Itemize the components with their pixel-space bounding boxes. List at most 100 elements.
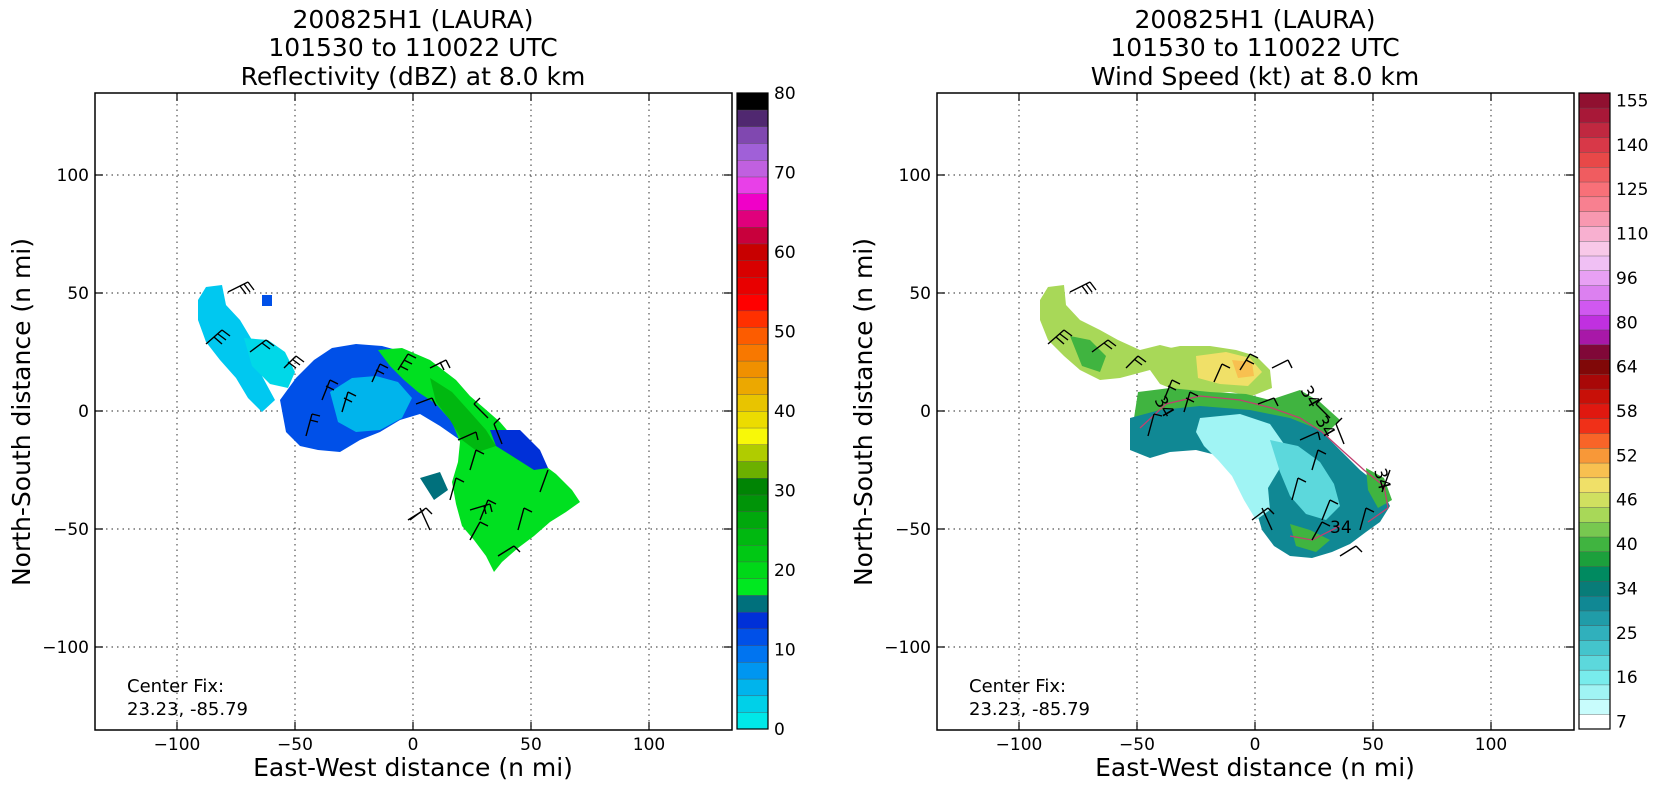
wind-green-west (1070, 336, 1106, 372)
colorbar-swatch (1578, 181, 1611, 198)
colorbar-swatch (736, 561, 769, 579)
colorbar-swatches (736, 92, 769, 730)
y-tick-label: −50 (53, 520, 89, 540)
colorbar-swatch (1578, 285, 1611, 301)
colorbar-label: 10 (774, 641, 796, 661)
echo-dark-patch (420, 472, 448, 500)
colorbar-swatch (736, 394, 769, 412)
colorbar-label: 80 (1616, 313, 1638, 333)
colorbar-swatch (736, 310, 769, 328)
colorbar-label: 30 (774, 482, 796, 502)
colorbar-swatch (1578, 166, 1611, 183)
center-fix-label: Center Fix: (127, 676, 224, 697)
colorbar-swatch (1578, 699, 1611, 715)
colorbar-label: 46 (1616, 491, 1638, 511)
x-axis-label: East-West distance (n mi) (253, 753, 573, 782)
colorbar-swatch (1578, 477, 1611, 493)
center-fix-label: Center Fix: (969, 676, 1066, 697)
colorbar-label: 70 (774, 164, 796, 184)
colorbar-swatch (1578, 595, 1611, 612)
colorbar-frame (736, 92, 769, 730)
y-tick-label: 0 (78, 402, 89, 422)
colorbar-swatch (736, 293, 769, 312)
colorbar-label: 7 (1616, 713, 1627, 733)
x-tick-label: 100 (633, 735, 665, 755)
colorbar-swatch (736, 695, 769, 713)
y-tick-labels: 100 50 0 −50 −100 (42, 166, 89, 658)
colorbar-swatch (736, 461, 769, 479)
x-tick-label: 0 (1250, 735, 1261, 755)
colorbar-label: 60 (774, 243, 796, 263)
y-tick-labels: 100 50 0 −50 −100 (884, 166, 931, 658)
wind-lightcyan-core (1196, 414, 1284, 520)
colorbar-swatch (1578, 137, 1611, 153)
x-tick-labels: −100 −50 0 50 100 (996, 735, 1508, 755)
panel-title-line1: 200825H1 (LAURA) (293, 5, 534, 34)
colorbar-swatch (1578, 196, 1611, 212)
reflectivity-field (198, 285, 580, 572)
y-tick-label: −100 (884, 638, 931, 658)
x-tick-label: 50 (520, 735, 542, 755)
colorbar-label: 155 (1616, 91, 1648, 111)
colorbar: 155 140 125 110 96 80 64 58 52 46 40 34 25 16 7 (1578, 91, 1648, 733)
colorbar-swatch (1578, 240, 1611, 257)
colorbar-swatch (736, 712, 769, 730)
colorbar-swatch (736, 410, 769, 429)
plot-area: 34 34 34 34 34 (849, 92, 1575, 782)
colorbar-swatch (1578, 536, 1611, 553)
colorbar-label: 50 (774, 323, 796, 343)
y-tick-label: −100 (42, 638, 89, 658)
colorbar-label: 52 (1616, 446, 1638, 466)
colorbar-swatch (736, 92, 769, 111)
colorbar-swatch (1578, 373, 1611, 390)
y-axis-label: North-South distance (n mi) (849, 238, 878, 586)
colorbar-label: 40 (774, 402, 796, 422)
y-tick-label: 50 (909, 284, 931, 304)
colorbar-swatch (736, 243, 769, 261)
echo-blue-tail (490, 430, 548, 470)
colorbar-swatch (1578, 714, 1611, 730)
colorbar-swatch (736, 678, 769, 697)
colorbar-swatch (736, 360, 769, 379)
colorbar-swatch (736, 226, 769, 245)
colorbar-swatch (1578, 625, 1611, 641)
colorbar-swatch (1578, 270, 1611, 286)
colorbar-swatch (1578, 566, 1611, 582)
contour-label: 34 (1330, 518, 1352, 538)
y-tick-label: −50 (895, 520, 931, 540)
colorbar-swatch (736, 193, 769, 211)
wind-cyan-ring (1270, 440, 1340, 520)
wind-speed-field: 34 34 34 34 34 (1040, 285, 1394, 558)
echo-green-inner (430, 378, 496, 452)
panel-title-line1: 200825H1 (LAURA) (1135, 5, 1376, 34)
colorbar-swatch (736, 126, 769, 144)
colorbar-swatch (736, 444, 769, 462)
colorbar-swatch (736, 527, 769, 546)
x-axis-label: East-West distance (n mi) (1095, 753, 1415, 782)
wind-barbs (1047, 281, 1391, 557)
y-axis-label: North-South distance (n mi) (7, 238, 36, 586)
colorbar-swatch (1578, 462, 1611, 479)
y-tick-label: 100 (899, 166, 931, 186)
colorbar-swatch (1578, 359, 1611, 375)
x-tick-label: −100 (154, 735, 201, 755)
wind-barbs (205, 281, 549, 557)
colorbar-swatch (1578, 388, 1611, 405)
colorbar-swatch (1578, 492, 1611, 508)
echo-cyan-west (198, 285, 275, 412)
colorbar-swatch (736, 494, 769, 512)
colorbar-swatch (1578, 654, 1611, 671)
colorbar-swatch (736, 628, 769, 646)
colorbar-swatch (1578, 211, 1611, 227)
x-tick-label: −100 (996, 735, 1043, 755)
echo-lightblue-core (330, 376, 412, 432)
tick-marks (937, 93, 1574, 730)
tick-marks (95, 93, 732, 730)
colorbar-swatch (736, 109, 769, 127)
colorbar-swatch (1578, 580, 1611, 597)
colorbar-swatch (1578, 225, 1611, 242)
colorbar-label: 80 (774, 84, 796, 104)
colorbar-label: 34 (1616, 579, 1638, 599)
colorbar-label: 0 (774, 720, 785, 740)
